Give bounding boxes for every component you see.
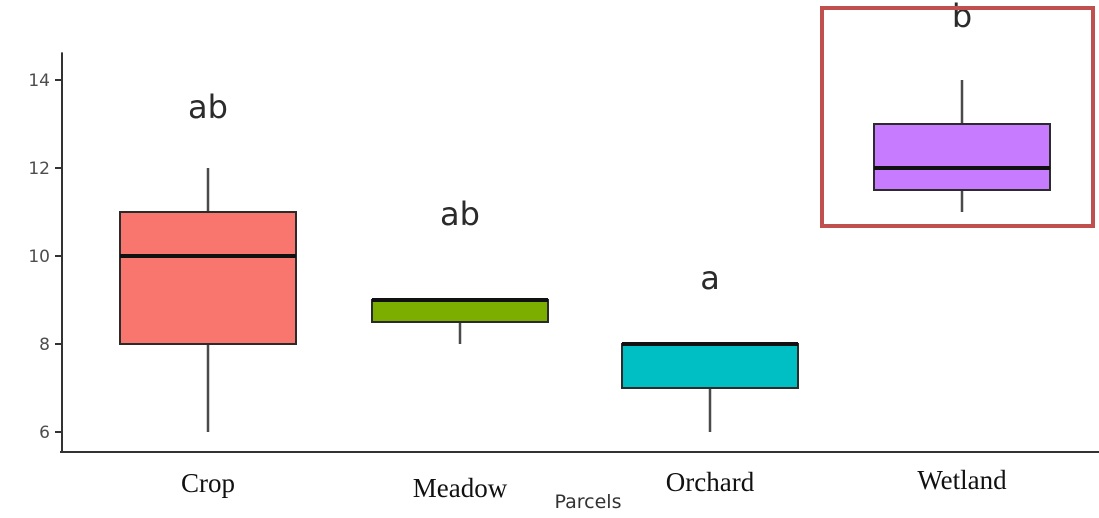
y-tick-label: 12 bbox=[28, 159, 50, 179]
box-body bbox=[371, 299, 549, 323]
significance-letter: ab bbox=[440, 195, 480, 233]
x-category-label: Wetland bbox=[917, 465, 1007, 495]
y-tick-label: 10 bbox=[28, 247, 50, 267]
y-tick-label: 8 bbox=[39, 335, 50, 355]
significance-letter: a bbox=[700, 259, 720, 297]
x-category-label: Meadow bbox=[413, 473, 508, 503]
box-wetland bbox=[873, 80, 1051, 212]
boxes bbox=[119, 80, 1051, 432]
x-category-label: Crop bbox=[181, 468, 235, 498]
significance-letter: ab bbox=[188, 88, 228, 126]
box-crop bbox=[119, 168, 297, 432]
labels: ab Crop ab Meadow a Orchard b Wetland bbox=[181, 0, 1095, 503]
significance-letter: b bbox=[952, 0, 972, 35]
box-body bbox=[873, 123, 1051, 191]
box-orchard bbox=[621, 342, 799, 432]
axes: 6 8 10 12 14 bbox=[28, 52, 1099, 453]
x-category-label: Orchard bbox=[666, 467, 755, 497]
box-body bbox=[621, 343, 799, 389]
highlight-frame bbox=[820, 6, 1095, 228]
y-tick-label: 6 bbox=[39, 423, 50, 443]
box-body bbox=[119, 211, 297, 345]
x-axis-title: Parcels bbox=[555, 491, 622, 513]
box-meadow bbox=[371, 298, 549, 344]
y-tick-label: 14 bbox=[28, 71, 50, 91]
